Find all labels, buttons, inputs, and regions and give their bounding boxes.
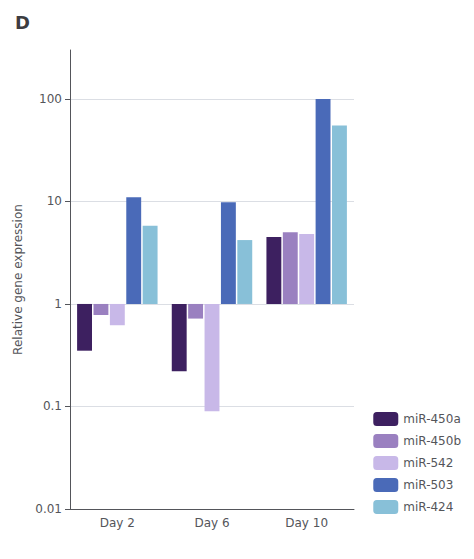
- svg-text:1: 1: [54, 297, 62, 311]
- svg-text:miR-450a: miR-450a: [403, 412, 460, 426]
- svg-text:Day 10: Day 10: [285, 516, 328, 530]
- svg-text:100: 100: [39, 92, 62, 106]
- svg-text:Day 2: Day 2: [100, 516, 135, 530]
- svg-text:Day 6: Day 6: [194, 516, 229, 530]
- svg-text:0.01: 0.01: [35, 502, 62, 516]
- svg-text:miR-450b: miR-450b: [403, 434, 461, 448]
- svg-text:10: 10: [47, 194, 62, 208]
- svg-text:miR-424: miR-424: [403, 500, 453, 514]
- svg-text:Relative gene expression: Relative gene expression: [11, 204, 25, 355]
- svg-text:D: D: [15, 12, 30, 33]
- svg-text:0.1: 0.1: [43, 399, 62, 413]
- svg-text:miR-503: miR-503: [403, 478, 453, 492]
- svg-text:miR-542: miR-542: [403, 456, 453, 470]
